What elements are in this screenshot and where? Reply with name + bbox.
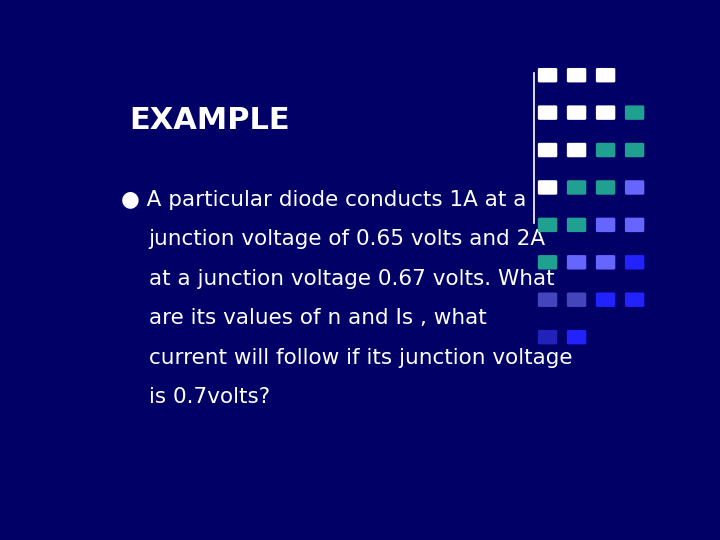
FancyBboxPatch shape	[596, 105, 616, 120]
FancyBboxPatch shape	[596, 218, 616, 232]
FancyBboxPatch shape	[596, 143, 616, 157]
FancyBboxPatch shape	[567, 330, 586, 345]
Text: are its values of n and Is , what: are its values of n and Is , what	[148, 308, 486, 328]
FancyBboxPatch shape	[567, 105, 586, 120]
FancyBboxPatch shape	[567, 143, 586, 157]
FancyBboxPatch shape	[654, 218, 673, 232]
FancyBboxPatch shape	[567, 293, 586, 307]
FancyBboxPatch shape	[596, 180, 616, 195]
Text: current will follow if its junction voltage: current will follow if its junction volt…	[148, 348, 572, 368]
FancyBboxPatch shape	[538, 255, 557, 269]
FancyBboxPatch shape	[596, 68, 616, 83]
FancyBboxPatch shape	[538, 218, 557, 232]
FancyBboxPatch shape	[596, 255, 616, 269]
FancyBboxPatch shape	[625, 255, 644, 269]
FancyBboxPatch shape	[567, 218, 586, 232]
FancyBboxPatch shape	[625, 180, 644, 195]
Text: junction voltage of 0.65 volts and 2A: junction voltage of 0.65 volts and 2A	[148, 229, 546, 249]
FancyBboxPatch shape	[538, 68, 557, 83]
Text: ● A particular diode conducts 1A at a: ● A particular diode conducts 1A at a	[121, 190, 526, 210]
FancyBboxPatch shape	[538, 180, 557, 195]
FancyBboxPatch shape	[538, 105, 557, 120]
FancyBboxPatch shape	[538, 330, 557, 345]
Text: is 0.7volts?: is 0.7volts?	[148, 387, 270, 407]
FancyBboxPatch shape	[654, 255, 673, 269]
FancyBboxPatch shape	[567, 255, 586, 269]
FancyBboxPatch shape	[625, 143, 644, 157]
FancyBboxPatch shape	[567, 180, 586, 195]
FancyBboxPatch shape	[625, 218, 644, 232]
FancyBboxPatch shape	[654, 180, 673, 195]
Text: at a junction voltage 0.67 volts. What: at a junction voltage 0.67 volts. What	[148, 268, 554, 288]
FancyBboxPatch shape	[538, 143, 557, 157]
FancyBboxPatch shape	[538, 293, 557, 307]
FancyBboxPatch shape	[596, 293, 616, 307]
FancyBboxPatch shape	[625, 105, 644, 120]
FancyBboxPatch shape	[567, 68, 586, 83]
Text: EXAMPLE: EXAMPLE	[129, 106, 289, 136]
FancyBboxPatch shape	[625, 293, 644, 307]
